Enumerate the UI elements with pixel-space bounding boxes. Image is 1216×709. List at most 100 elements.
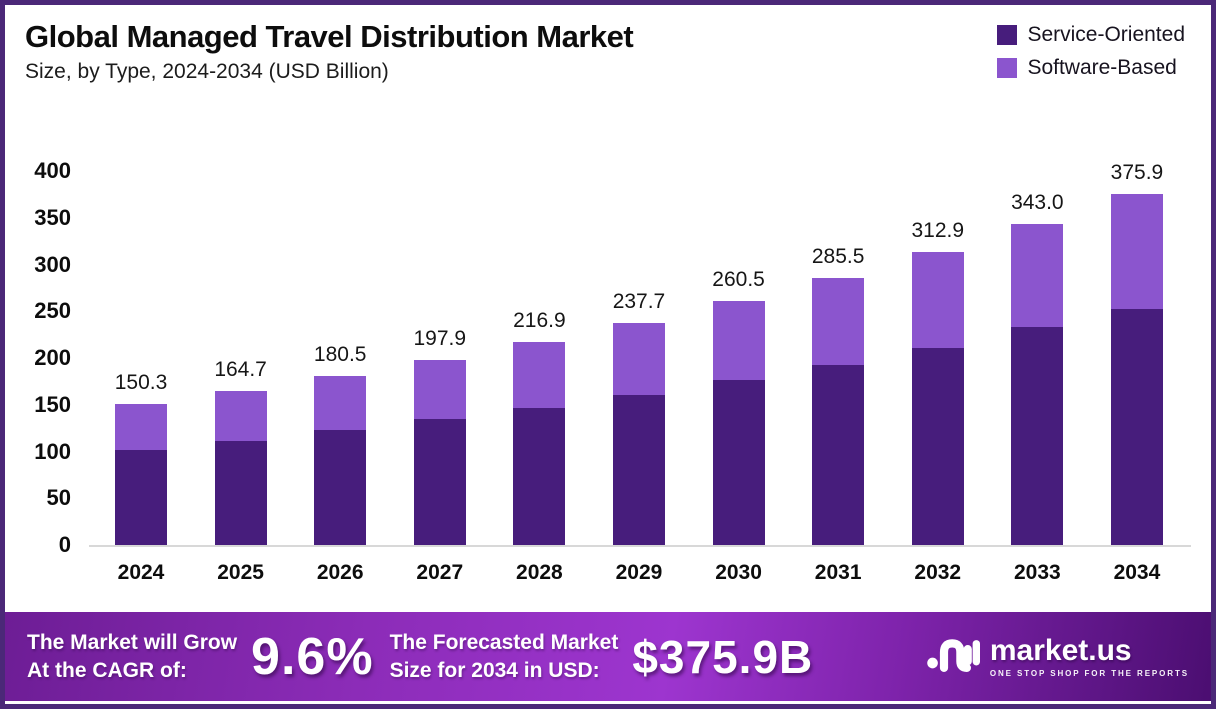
bar-total-label: 260.5	[712, 268, 765, 292]
legend-item: Service-Oriented	[997, 23, 1185, 47]
page-title: Global Managed Travel Distribution Marke…	[25, 19, 634, 54]
legend-label: Software-Based	[1027, 56, 1177, 79]
cagr-label: The Market will Grow At the CAGR of:	[27, 629, 237, 684]
bar-stack: 285.5	[812, 245, 864, 545]
bar-column: 150.3 2024	[115, 171, 168, 584]
forecast-label-line1: The Forecasted Market	[389, 630, 619, 654]
bar-segment-software-based	[115, 404, 167, 450]
x-axis-label: 2026	[316, 561, 364, 584]
bar-segment-service-oriented	[712, 379, 765, 545]
bar-column: 343.0 2033	[1011, 171, 1064, 584]
y-axis-tick-label: 100	[34, 438, 71, 464]
bar-total-label: 216.9	[513, 309, 566, 333]
y-axis-tick-label: 350	[34, 204, 71, 230]
bar-segment-software-based	[513, 342, 566, 408]
bar-segment-service-oriented	[513, 407, 566, 545]
bar-segment-software-based	[911, 252, 964, 348]
bar-stack: 343.0	[1011, 191, 1064, 545]
cagr-label-line2: At the CAGR of:	[27, 658, 187, 682]
bar-segment-software-based	[1011, 224, 1064, 328]
bar-stack: 180.5	[314, 343, 366, 545]
bar-segment-service-oriented	[1110, 309, 1163, 545]
bar-stack: 260.5	[712, 268, 765, 545]
legend-item: Software-Based	[997, 56, 1185, 80]
bar-column: 180.5 2026	[314, 171, 367, 584]
bar-segment-software-based	[812, 278, 865, 365]
legend: Service-Oriented Software-Based	[997, 19, 1185, 80]
title-block: Global Managed Travel Distribution Marke…	[25, 19, 634, 84]
bar-segment-service-oriented	[911, 347, 964, 545]
x-axis-label: 2024	[117, 561, 165, 584]
bar-total-label: 164.7	[214, 358, 267, 382]
x-axis-label: 2033	[1013, 561, 1061, 584]
y-axis: 0 50 100 150 200 250 300 350 400	[19, 160, 89, 556]
bar-total-label: 343.0	[1011, 191, 1064, 215]
bar-column: 312.9 2032	[911, 171, 965, 584]
x-axis-label: 2029	[615, 561, 663, 584]
bar-stack: 375.9	[1111, 161, 1163, 545]
y-axis-tick-label: 50	[46, 485, 71, 511]
forecast-label-line2: Size for 2034 in USD:	[389, 658, 600, 682]
y-axis-tick-label: 150	[34, 391, 71, 417]
bar-stack: 237.7	[613, 290, 665, 545]
y-axis-tick-label: 400	[34, 158, 71, 183]
brand-logo: market.us ONE STOP SHOP FOR THE REPORTS	[926, 633, 1189, 680]
bar-segment-service-oriented	[413, 419, 466, 545]
bar-segment-software-based	[712, 301, 765, 380]
bar-segment-software-based	[413, 359, 466, 420]
page-subtitle: Size, by Type, 2024-2034 (USD Billion)	[25, 59, 389, 83]
cagr-label-line1: The Market will Grow	[27, 630, 238, 654]
bar-column: 216.9 2028	[513, 171, 566, 584]
x-axis-label: 2027	[416, 561, 464, 584]
bar-segment-service-oriented	[115, 449, 167, 545]
bar-segment-service-oriented	[1011, 327, 1064, 545]
x-axis-label: 2030	[715, 561, 762, 584]
x-axis-label: 2032	[914, 561, 962, 584]
bar-column: 164.7 2025	[214, 171, 267, 584]
bar-total-label: 197.9	[413, 326, 467, 350]
forecast-value: $375.9B	[632, 630, 814, 683]
bar-column: 285.5 2031	[812, 171, 865, 584]
brand-tagline: ONE STOP SHOP FOR THE REPORTS	[989, 668, 1189, 678]
bar-segment-service-oriented	[612, 394, 665, 545]
legend-swatch	[997, 25, 1018, 45]
bar-stack: 312.9	[911, 219, 965, 545]
bar-total-label: 375.9	[1110, 160, 1164, 184]
bar-total-label: 312.9	[911, 219, 965, 243]
y-axis-tick-label: 300	[34, 251, 71, 277]
brand-text: market.us ONE STOP SHOP FOR THE REPORTS	[989, 633, 1189, 678]
x-axis-label: 2031	[814, 561, 862, 584]
footer-banner: The Market will Grow At the CAGR of: 9.6…	[5, 612, 1211, 701]
bar-stack: 216.9	[513, 309, 566, 545]
cagr-value: 9.6%	[251, 627, 374, 686]
bar-segment-service-oriented	[812, 364, 865, 545]
bar-chart: 0 50 100 150 200 250 300 350 400 150.3 2024 164.7 2…	[19, 160, 1191, 584]
x-axis-label: 2028	[516, 561, 563, 584]
legend-label: Service-Oriented	[1027, 23, 1185, 46]
bar-total-label: 285.5	[811, 245, 865, 269]
header: Global Managed Travel Distribution Marke…	[5, 5, 1211, 91]
bar-stack: 150.3	[115, 371, 167, 545]
bar-segment-software-based	[612, 322, 665, 395]
bar-segment-service-oriented	[214, 440, 267, 545]
brand-name: market.us	[989, 633, 1132, 667]
y-axis-tick-label: 250	[34, 298, 71, 324]
bar-segment-service-oriented	[314, 430, 367, 545]
bar-segment-software-based	[1110, 193, 1163, 310]
x-axis-label: 2025	[217, 561, 264, 584]
bar-column: 197.9 2027	[414, 171, 467, 584]
bar-column: 237.7 2029	[613, 171, 666, 584]
plot-area: 150.3 2024 164.7 2025 180.5 2026 197.9 2027 216.…	[89, 161, 1191, 584]
bar-stack: 197.9	[414, 327, 466, 545]
bar-stack: 164.7	[214, 358, 267, 545]
bar-column: 260.5 2030	[712, 171, 765, 584]
bar-total-label: 150.3	[114, 371, 168, 395]
forecast-label: The Forecasted Market Size for 2034 in U…	[390, 629, 619, 684]
y-axis-tick-label: 0	[58, 532, 71, 557]
bar-column: 375.9 2034	[1111, 161, 1164, 584]
legend-swatch	[997, 58, 1018, 78]
bar-segment-software-based	[314, 376, 367, 431]
x-axis-label: 2034	[1113, 561, 1161, 584]
bar-total-label: 180.5	[313, 343, 367, 367]
